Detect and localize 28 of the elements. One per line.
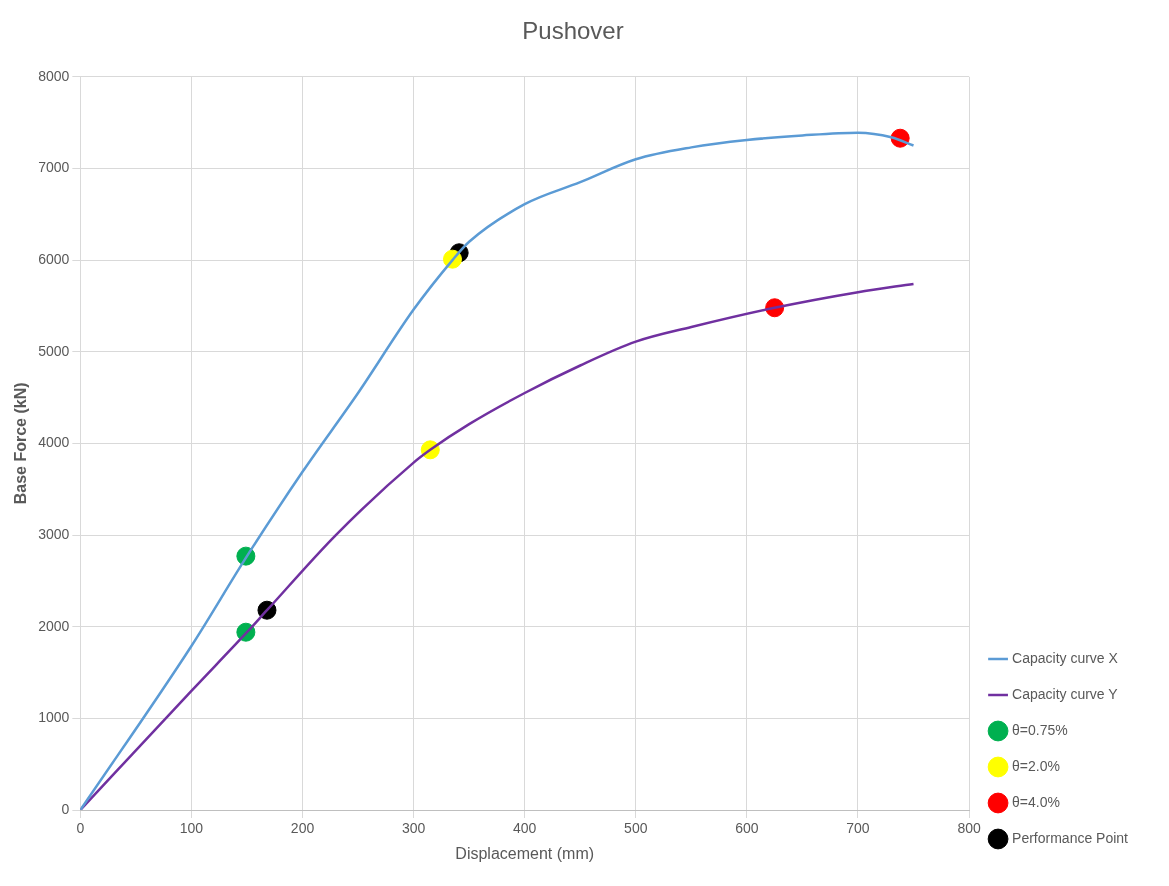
line-series: [80, 282, 915, 810]
y-tick-label: 2000: [38, 617, 70, 634]
x-tick-label: 400: [513, 820, 537, 837]
y-tick-label: 0: [61, 800, 70, 817]
chart-title: Pushover: [522, 17, 624, 45]
x-tick-label: 600: [735, 820, 759, 837]
x-axis-title: Displacement (mm): [455, 844, 595, 862]
y-tick-label: 8000: [38, 67, 70, 84]
y-tick-label: 1000: [38, 709, 70, 726]
legend-label: Capacity curve Y: [1012, 685, 1119, 702]
legend-label: Performance Point: [1012, 829, 1129, 846]
legend-label: θ=2.0%: [1012, 757, 1060, 774]
x-tick-label: 200: [290, 820, 315, 837]
x-tick-label: 500: [624, 820, 648, 837]
x-tick-label: 0: [76, 820, 85, 837]
y-tick-label: 5000: [38, 342, 70, 359]
legend-label: Capacity curve X: [1012, 649, 1119, 666]
y-tick-label: 4000: [38, 434, 70, 451]
y-tick-label: 3000: [38, 525, 70, 542]
y-tick-label: 7000: [38, 159, 70, 176]
y-tick-label: 6000: [38, 250, 70, 267]
x-tick-label: 100: [179, 820, 204, 837]
x-tick-label: 700: [846, 820, 870, 837]
legend-label: θ=4.0%: [1012, 793, 1060, 810]
legend-label: θ=0.75%: [1012, 721, 1068, 738]
x-tick-label: 300: [401, 820, 426, 837]
y-axis-title: Base Force (kN): [12, 382, 30, 505]
x-tick-label: 800: [957, 820, 981, 837]
